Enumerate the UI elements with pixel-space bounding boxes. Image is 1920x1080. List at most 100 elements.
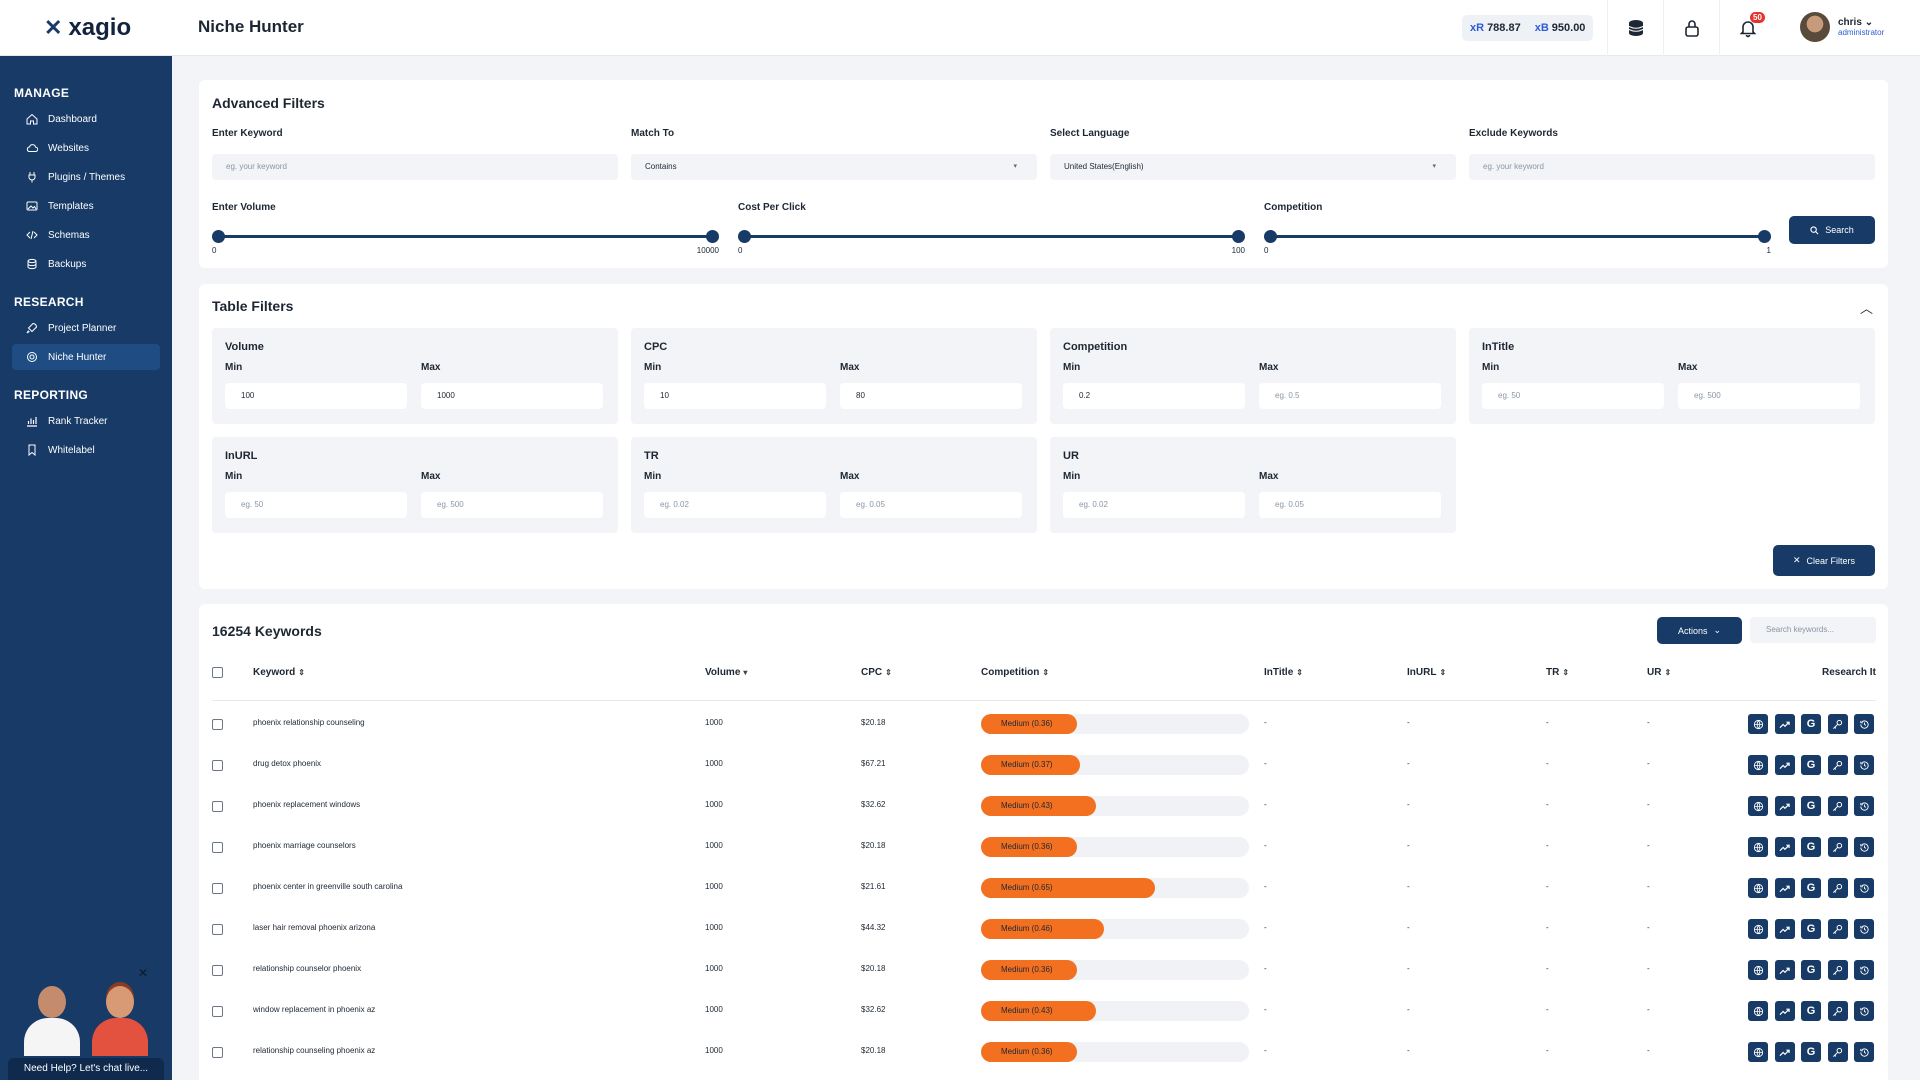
trend-research-button[interactable] [1774,1042,1795,1062]
logo[interactable]: ✕ xagio [44,14,131,42]
keyword-cell[interactable]: phoenix marriage counselors [253,841,356,850]
trend-research-button[interactable] [1774,755,1795,775]
slider-min-handle[interactable] [738,230,751,243]
row-checkbox[interactable] [212,760,223,771]
trend-research-button[interactable] [1774,960,1795,980]
sidebar-item-project-planner[interactable]: Project Planner [12,315,160,341]
globe-research-button[interactable] [1748,960,1768,980]
sidebar-item-rank-tracker[interactable]: Rank Tracker [12,408,160,434]
inurl-max-input[interactable]: eg. 500 [421,492,603,518]
globe-research-button[interactable] [1748,796,1768,816]
keyword-input[interactable]: eg. your keyword [212,154,618,180]
slider-max-handle[interactable] [706,230,719,243]
keyword-cell[interactable]: drug detox phoenix [253,759,322,768]
row-checkbox[interactable] [212,965,223,976]
cpc-min-input[interactable]: 10 [644,383,826,409]
intitle-min-input[interactable]: eg. 50 [1482,383,1664,409]
key-research-button[interactable] [1827,714,1848,734]
search-button[interactable]: Search [1789,216,1875,244]
row-checkbox[interactable] [212,1047,223,1058]
competition-max-input[interactable]: eg. 0.5 [1259,383,1441,409]
sidebar-item-niche-hunter[interactable]: Niche Hunter [12,344,160,370]
row-checkbox[interactable] [212,719,223,730]
inurl-min-input[interactable]: eg. 50 [225,492,407,518]
trend-research-button[interactable] [1774,796,1795,816]
globe-research-button[interactable] [1748,755,1768,775]
competition-min-input[interactable]: 0.2 [1063,383,1245,409]
sidebar-item-schemas[interactable]: Schemas [12,222,160,248]
trend-research-button[interactable] [1774,837,1795,857]
key-research-button[interactable] [1827,755,1848,775]
chevron-up-icon[interactable]: ︿ [1859,301,1873,316]
key-research-button[interactable] [1827,796,1848,816]
column-header-ur[interactable]: UR ⇕ [1647,667,1672,678]
history-research-button[interactable] [1854,796,1874,816]
history-research-button[interactable] [1854,919,1874,939]
key-research-button[interactable] [1827,878,1848,898]
column-header-intitle[interactable]: InTitle ⇕ [1264,667,1303,678]
key-research-button[interactable] [1827,837,1848,857]
globe-research-button[interactable] [1748,837,1768,857]
history-research-button[interactable] [1854,837,1874,857]
match-to-select[interactable]: Contains ▾ [631,154,1037,180]
globe-research-button[interactable] [1748,1042,1768,1062]
intitle-max-input[interactable]: eg. 500 [1678,383,1860,409]
column-header-volume[interactable]: Volume ▾ [705,667,748,678]
globe-research-button[interactable] [1748,878,1768,898]
row-checkbox[interactable] [212,842,223,853]
lock-button[interactable] [1663,0,1719,56]
row-checkbox[interactable] [212,1006,223,1017]
history-research-button[interactable] [1854,714,1874,734]
exclude-keywords-input[interactable]: eg. your keyword [1469,154,1875,180]
ur-min-input[interactable]: eg. 0.02 [1063,492,1245,518]
column-header-keyword[interactable]: Keyword ⇕ [253,667,305,678]
google-research-button[interactable]: G [1801,1001,1821,1021]
key-research-button[interactable] [1827,1001,1848,1021]
keyword-cell[interactable]: phoenix center in greenville south carol… [253,882,403,891]
keyword-cell[interactable]: relationship counselor phoenix [253,964,362,973]
globe-research-button[interactable] [1748,919,1768,939]
history-research-button[interactable] [1854,1001,1874,1021]
google-research-button[interactable]: G [1801,837,1821,857]
column-header-tr[interactable]: TR ⇕ [1546,667,1570,678]
history-research-button[interactable] [1854,960,1874,980]
volume-min-input[interactable]: 100 [225,383,407,409]
trend-research-button[interactable] [1774,1001,1795,1021]
row-checkbox[interactable] [212,883,223,894]
ur-max-input[interactable]: eg. 0.05 [1259,492,1441,518]
live-chat-label[interactable]: Need Help? Let's chat live... [8,1058,164,1080]
actions-button[interactable]: Actions ⌄ [1657,617,1742,644]
column-header-competition[interactable]: Competition ⇕ [981,667,1050,678]
google-research-button[interactable]: G [1801,960,1821,980]
google-research-button[interactable]: G [1801,755,1821,775]
competition-slider[interactable]: 0 1 [1264,226,1771,256]
slider-max-handle[interactable] [1758,230,1771,243]
live-chat-widget[interactable]: ✕ Need Help? Let's chat live... [8,960,164,1080]
language-select[interactable]: United States(English) ▾ [1050,154,1456,180]
sidebar-item-backups[interactable]: Backups [12,251,160,277]
sidebar-item-whitelabel[interactable]: Whitelabel [12,437,160,463]
google-research-button[interactable]: G [1801,714,1821,734]
cpc-slider[interactable]: 0 100 [738,226,1245,256]
sidebar-item-plugins-themes[interactable]: Plugins / Themes [12,164,160,190]
notifications-button[interactable]: 50 [1719,0,1775,56]
keyword-cell[interactable]: phoenix replacement windows [253,800,361,809]
search-keywords-input[interactable]: Search keywords... [1750,617,1876,643]
slider-min-handle[interactable] [1264,230,1277,243]
clear-filters-button[interactable]: ✕ Clear Filters [1773,545,1875,576]
trend-research-button[interactable] [1774,878,1795,898]
tr-max-input[interactable]: eg. 0.05 [840,492,1022,518]
column-header-cpc[interactable]: CPC ⇕ [861,667,892,678]
column-header-inurl[interactable]: InURL ⇕ [1407,667,1447,678]
sidebar-item-websites[interactable]: Websites [12,135,160,161]
key-research-button[interactable] [1827,919,1848,939]
key-research-button[interactable] [1827,960,1848,980]
globe-research-button[interactable] [1748,714,1768,734]
coins-button[interactable] [1607,0,1663,56]
slider-min-handle[interactable] [212,230,225,243]
row-checkbox[interactable] [212,801,223,812]
volume-max-input[interactable]: 1000 [421,383,603,409]
select-all-checkbox[interactable] [212,667,223,678]
history-research-button[interactable] [1854,755,1874,775]
google-research-button[interactable]: G [1801,878,1821,898]
